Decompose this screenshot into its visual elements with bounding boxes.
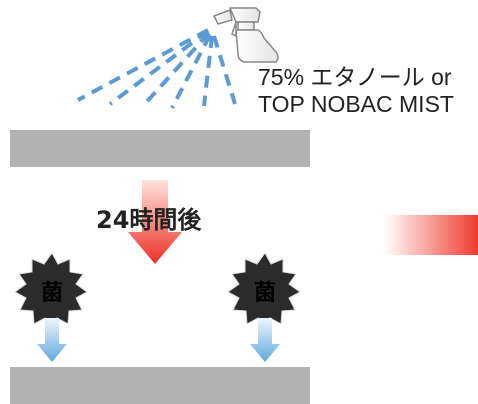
transition-arrow — [384, 215, 478, 255]
red-arrow-down — [128, 180, 182, 264]
spray-line — [202, 35, 214, 107]
spray-line — [170, 34, 212, 109]
spray-line — [140, 31, 211, 109]
germ-label-right: 菌 — [254, 281, 276, 306]
spray-line — [108, 29, 210, 106]
blue-arrow-down — [250, 318, 280, 362]
product-label-line1: 75% エタノール or — [258, 64, 452, 90]
germ-label-left: 菌 — [41, 281, 63, 306]
germ-icon: 菌 — [227, 252, 301, 332]
germ-icon: 菌 — [14, 252, 88, 332]
elapsed-time-label: 24時間後 — [96, 206, 202, 234]
product-label-line2: TOP NOBAC MIST — [258, 91, 454, 117]
spray-line — [77, 28, 209, 102]
spray-bottle-icon — [212, 7, 279, 63]
spray-mist — [77, 28, 237, 109]
blue-arrow-down — [37, 318, 67, 362]
spray-line — [212, 35, 237, 105]
top-surface — [10, 130, 310, 167]
bottom-surface — [10, 367, 310, 404]
product-label: 75% エタノール or TOP NOBAC MIST — [258, 64, 474, 118]
